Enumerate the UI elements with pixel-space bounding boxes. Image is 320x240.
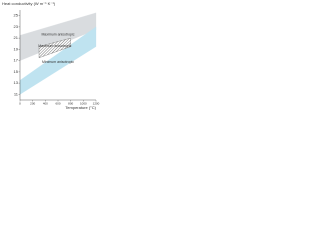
- x-tick-label: 0: [19, 101, 21, 105]
- y-tick-label: 17: [14, 58, 19, 63]
- y-tick-label: 13: [14, 80, 19, 85]
- y-tick-label: 19: [14, 46, 19, 51]
- x-tick-label: 1200: [93, 101, 100, 105]
- page: {"chart_data": {"type": "band", "ylabel"…: [0, 0, 100, 120]
- y-tick-label: 11: [14, 91, 19, 96]
- band-label: Maximum anisotropic: [38, 44, 71, 48]
- y-tick-label: 21: [14, 35, 19, 40]
- x-tick-label: 200: [30, 101, 35, 105]
- y-axis-label: Heat conductivity (W m⁻¹ K⁻¹): [2, 1, 56, 6]
- y-tick-label: 15: [14, 69, 19, 74]
- y-tick-label: 23: [14, 24, 19, 29]
- x-tick-label: 400: [43, 101, 48, 105]
- band-label: Minimum anisotropic: [42, 60, 74, 64]
- y-tick-label: 25: [14, 13, 19, 18]
- band-area: [38, 37, 71, 59]
- x-axis-label: Temperature (°C): [65, 105, 96, 110]
- x-tick-label: 800: [68, 101, 73, 105]
- chart: Heat conductivity (W m⁻¹ K⁻¹) Temperatur…: [2, 1, 100, 110]
- x-tick-label: 600: [55, 101, 60, 105]
- x-tick-label: 1000: [80, 101, 87, 105]
- band-label: Maximum anisotropic: [41, 33, 74, 37]
